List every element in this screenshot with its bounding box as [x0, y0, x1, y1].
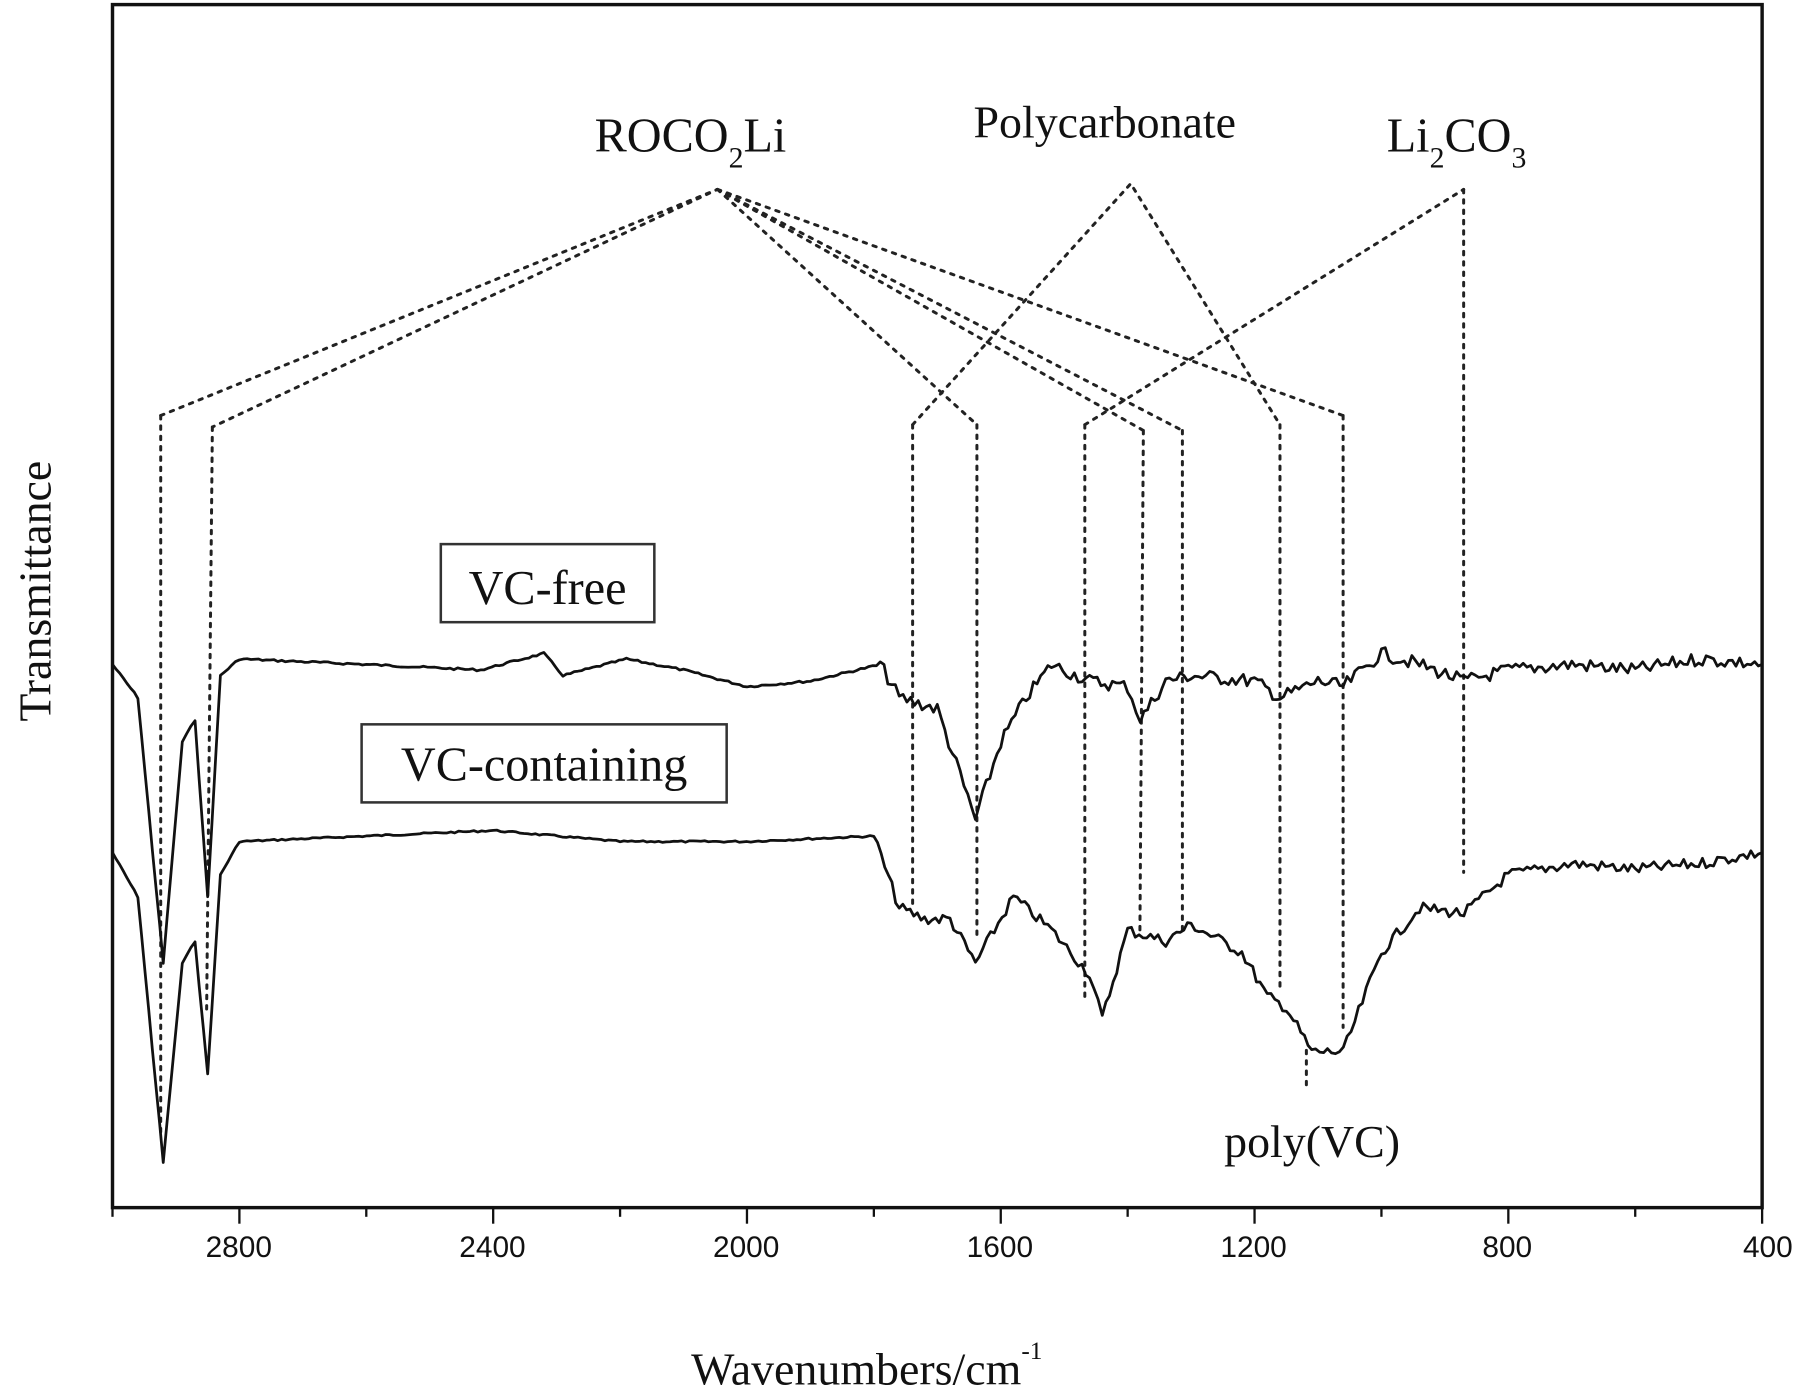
li2co3-annotation: Li2CO3: [1387, 110, 1527, 175]
vc-free-label: VC-free: [439, 542, 656, 624]
svg-text:VC-free: VC-free: [469, 562, 627, 615]
x-tick-label: 2800: [206, 1231, 272, 1264]
vc-free-spectrum: [111, 646, 1763, 965]
x-tick-label: 1200: [1220, 1231, 1286, 1264]
x-tick-label: 400: [1743, 1231, 1793, 1264]
plot-frame: [110, 2, 1764, 1210]
poly-vc-annotation: poly(VC): [1224, 1116, 1400, 1167]
x-tick-label: 2400: [459, 1231, 525, 1264]
peak-assignment-guides: [159, 181, 1466, 1138]
roco2li-annotation: ROCO2Li: [595, 110, 787, 175]
x-axis-title: Wavenumbers/cm-1: [691, 1337, 1042, 1389]
vc-containing-spectrum: [111, 828, 1763, 1164]
x-axis: 2800 2400 2000 1600 1200 800 400: [111, 1207, 1793, 1264]
x-tick-label: 800: [1482, 1231, 1532, 1264]
x-tick-label: 1600: [967, 1231, 1033, 1264]
x-tick-label: 2000: [713, 1231, 779, 1264]
y-axis-title: Transmittance: [10, 461, 61, 722]
polycarbonate-annotation: Polycarbonate: [973, 97, 1236, 148]
vc-containing-label: VC-containing: [360, 723, 728, 804]
svg-text:VC-containing: VC-containing: [401, 739, 688, 792]
